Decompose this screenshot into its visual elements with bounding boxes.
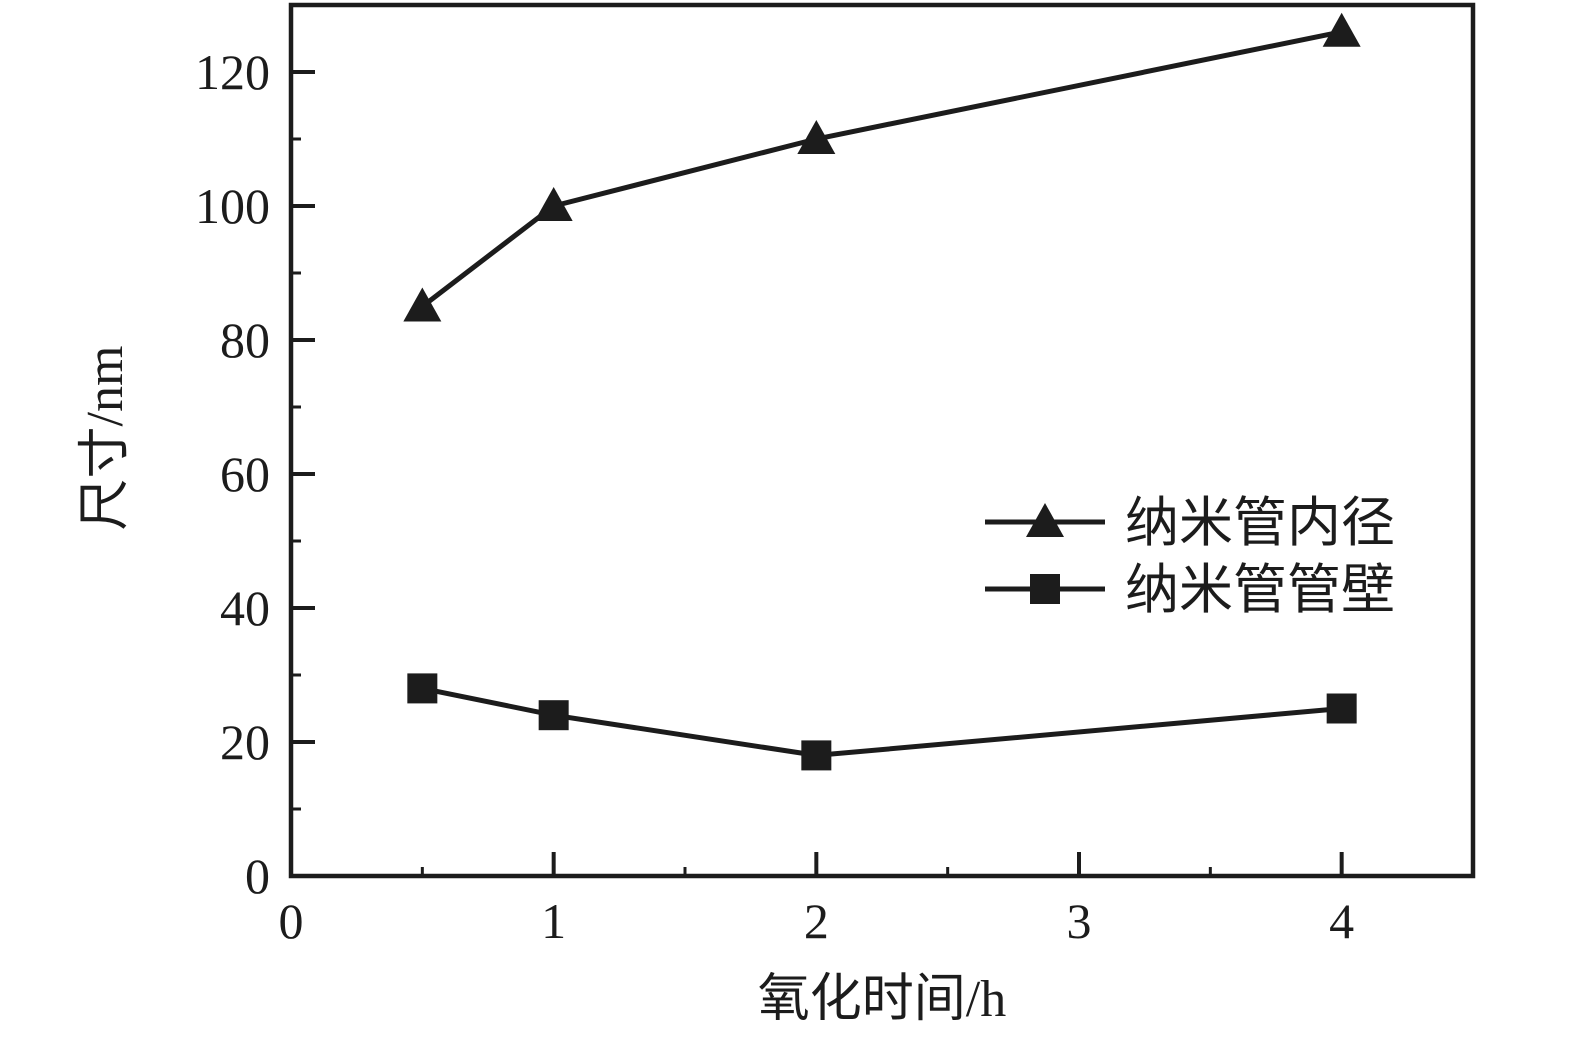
triangle-marker-icon [797,120,836,154]
square-marker-icon [407,673,438,704]
legend-label-wall: 纳米管管壁 [1125,560,1395,620]
legend-label-inner-diameter: 纳米管内径 [1125,493,1395,553]
legend: 纳米管内径 纳米管管壁 [985,493,1395,620]
legend-item-inner-diameter: 纳米管内径 [985,493,1395,553]
x-tick-label: 2 [804,893,829,949]
plot-box [288,2,1476,879]
square-marker-icon [1326,693,1357,724]
y-tick-label: 60 [220,446,270,502]
triangle-marker-icon [403,287,442,322]
y-tick-label: 40 [220,580,270,636]
x-tick-label: 3 [1067,893,1092,949]
triangle-marker-icon [1322,12,1361,47]
square-marker-icon [801,740,832,771]
y-tick-label: 80 [220,312,270,368]
x-tick-label: 4 [1329,893,1354,949]
series-line-0 [420,29,1343,309]
y-tick-label: 100 [195,178,270,234]
legend-triangle-marker-icon [1026,503,1064,537]
y-tick-label: 20 [220,714,270,770]
triangle-marker-icon [534,187,573,221]
x-axis-title: 氧化时间/h [758,971,1006,1028]
series-line-1 [421,685,1342,758]
y-tick-label: 0 [245,848,270,904]
y-axis-title: 尺寸/nm [77,346,134,531]
legend-item-wall: 纳米管管壁 [985,560,1395,620]
x-tick-label: 1 [541,893,566,949]
legend-square-marker-icon [1030,574,1060,604]
y-tick-label: 120 [195,44,270,100]
x-tick-label: 0 [279,893,304,949]
square-marker-icon [538,700,569,731]
